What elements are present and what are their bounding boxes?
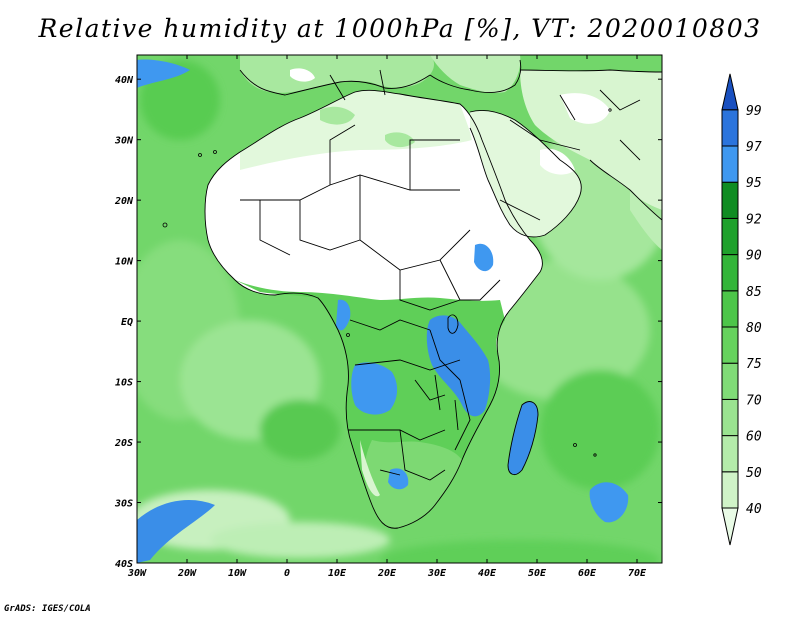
lon-tick-label: 40E (478, 568, 497, 579)
coastlines-and-borders (204, 59, 662, 529)
map-plot-area (137, 55, 662, 563)
lon-tick-label: 60E (578, 568, 597, 579)
colorbar-segment (721, 471, 739, 509)
colorbar-level-label: 75 (746, 357, 762, 372)
lon-tick-label: 20W (177, 568, 197, 579)
madagascar (508, 401, 538, 475)
colorbar-level-label: 60 (746, 430, 762, 445)
colorbar-segment (721, 362, 739, 400)
longitude-ticks: 30W 20W 10W 0 10E 20E 30E 40E 50E 60E 70E (127, 55, 647, 579)
lat-tick-label: 30N (114, 136, 134, 147)
colorbar-level-label: 70 (746, 393, 762, 408)
colorbar-segment (721, 290, 739, 328)
colorbar-low-extend (721, 507, 739, 546)
lat-tick-label: 30S (114, 499, 133, 510)
colorbar-segment (721, 181, 739, 219)
arabian-peninsula (470, 110, 582, 237)
colorbar-level-label: 90 (746, 249, 762, 264)
colorbar-level-label: 97 (746, 140, 762, 155)
grads-credit: GrADS: IGES/COLA (4, 604, 91, 614)
colorbar-segment (721, 254, 739, 292)
colorbar-segment (721, 217, 739, 256)
lon-tick-label: 30E (427, 568, 447, 579)
colorbar-level-label: 50 (746, 466, 762, 481)
map-title: Relative humidity at 1000hPa [%], VT: 20… (38, 14, 762, 43)
lat-tick-label: 10N (115, 257, 134, 268)
lon-tick-label: 70E (628, 568, 647, 579)
colorbar: 40 50 60 70 75 80 85 90 92 95 97 99 (721, 73, 762, 546)
lat-tick-label: 40S (115, 559, 133, 570)
colorbar-segment (721, 145, 739, 183)
lon-tick-label: 10W (228, 568, 247, 579)
saturated-patch-southeast (589, 482, 629, 523)
colorbar-segment (721, 435, 739, 473)
colorbar-high-extend (721, 73, 739, 111)
map-frame (136, 54, 663, 564)
lat-tick-label: 20N (114, 196, 134, 207)
colorbar-segment (721, 326, 739, 364)
lat-tick-label: 10S (115, 378, 133, 389)
colorbar-segment (721, 398, 739, 437)
colorbar-level-label: 95 (746, 176, 762, 191)
lon-tick-label: 10E (328, 568, 347, 579)
lat-tick-label: 40N (115, 75, 134, 86)
colorbar-level-label: 80 (746, 321, 762, 336)
lon-tick-label: 30W (127, 568, 147, 579)
colorbar-level-label: 99 (746, 104, 762, 119)
lon-tick-label: 0 (284, 568, 290, 579)
lon-tick-label: 50E (528, 568, 547, 579)
saturated-patch-southwest (137, 500, 215, 563)
saturated-patch-central-east (426, 315, 491, 417)
lon-tick-label: 20E (377, 568, 397, 579)
latitude-ticks: 40N 30N 20N 10N EQ 10S 20S 30S 40S (114, 75, 662, 570)
colorbar-level-label: 85 (746, 285, 762, 300)
colorbar-level-label: 92 (746, 212, 762, 227)
lat-tick-label: 20S (114, 438, 133, 449)
lat-tick-label: EQ (121, 317, 133, 328)
colorbar-segment (721, 109, 739, 147)
colorbar-level-label: 40 (746, 502, 762, 517)
